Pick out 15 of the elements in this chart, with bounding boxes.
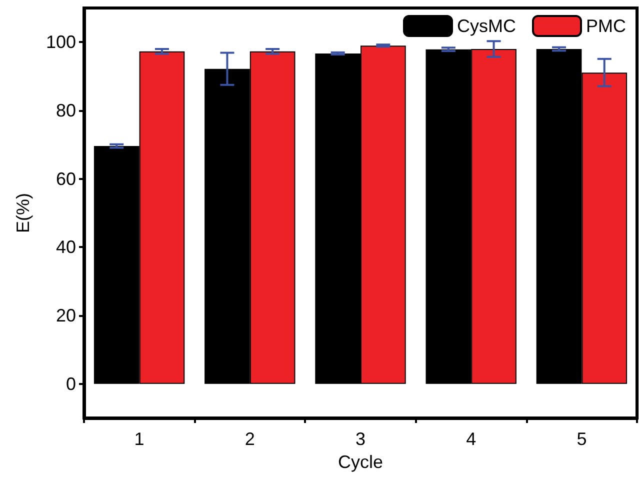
x-axis-title: Cycle: [338, 452, 384, 472]
x-tick-label: 2: [244, 429, 255, 449]
y-tick-label: 0: [66, 374, 76, 394]
x-tick-label: 5: [576, 429, 587, 449]
x-tick-label: 1: [134, 429, 144, 449]
x-tick-label: 4: [466, 429, 476, 449]
y-tick-label: 40: [56, 237, 76, 258]
y-tick-label: 60: [56, 168, 76, 189]
x-tick-label: 3: [355, 429, 366, 449]
legend-label: CysMC: [457, 16, 516, 36]
y-tick-label: 20: [56, 306, 76, 326]
y-tick-label: 100: [46, 32, 76, 52]
y-axis-title: E(%): [13, 193, 33, 233]
legend-label: PMC: [586, 16, 626, 36]
y-tick-label: 80: [56, 100, 76, 120]
